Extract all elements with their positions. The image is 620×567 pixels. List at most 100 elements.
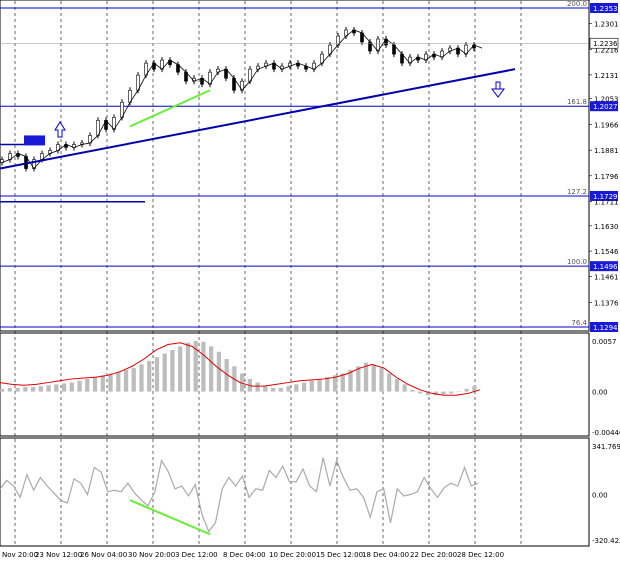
macd-bar-27 [209, 346, 214, 392]
macd-bar-8 [61, 383, 67, 392]
macd-bar-7 [54, 384, 59, 392]
vertical-gridlines [14, 1, 522, 545]
macd-bar-31 [240, 373, 245, 392]
x-tick-label-1: 23 Nov 12:00 [35, 551, 82, 559]
fib-price-tag-text-1: 1.2027 [593, 103, 618, 111]
price-tick-label-11: 1.1376 [594, 299, 619, 307]
price-series [0, 26, 483, 172]
price-tick-label-9: 1.1546 [594, 248, 619, 256]
macd-bar-38 [294, 384, 299, 392]
macd-bar-52 [402, 384, 407, 392]
annotations [0, 68, 516, 203]
macd-series [0, 340, 481, 396]
macd-bar-50 [387, 373, 392, 392]
macd-bar-35 [270, 387, 276, 392]
macd-bar-37 [286, 386, 291, 392]
x-tick-label-10: 28 Dec 12:00 [457, 551, 504, 559]
macd-bar-15 [116, 371, 121, 392]
macd-bar-17 [131, 368, 136, 392]
macd-axis: 0.0057 0.00 -0.00446 [592, 338, 620, 437]
cci-series [0, 457, 479, 536]
price-panel-frame [0, 0, 590, 332]
macd-bar-4 [30, 387, 36, 392]
fib-price-tag-1 [590, 101, 618, 112]
macd-bar-3 [23, 387, 28, 392]
macd-bar-20 [154, 357, 160, 392]
macd-bar-34 [263, 386, 268, 392]
panel-frames [0, 0, 590, 547]
x-tick-label-7: 15 Dec 12:00 [316, 551, 363, 559]
fibonacci-levels: 200.01.2353161.81.2027127.21.1729100.01.… [0, 0, 618, 332]
cci-tick-label-0: 341.7693 [592, 443, 620, 451]
highlight-box [24, 135, 45, 146]
macd-bar-29 [224, 359, 229, 392]
macd-bar-55 [425, 391, 431, 396]
cci-divergence-line [129, 499, 211, 536]
fib-level-label-4: 76.4 [571, 319, 587, 327]
fib-level-label-1: 161.8 [567, 98, 587, 106]
macd-tick-label-0: 0.0057 [592, 338, 617, 346]
fib-price-tag-2 [590, 190, 618, 201]
price-tick-label-10: 1.1461 [594, 274, 619, 282]
x-tick-label-5: 8 Dec 04:00 [223, 551, 266, 559]
macd-bar-10 [77, 380, 82, 392]
macd-bar-46 [356, 366, 361, 392]
macd-bar-22 [170, 349, 175, 392]
cci-tick-label-1: 0.00 [592, 492, 608, 500]
macd-bar-0 [0, 388, 5, 392]
x-tick-label-9: 22 Dec 20:00 [410, 551, 457, 559]
macd-tick-label-2: -0.00446 [592, 429, 620, 437]
macd-bar-53 [410, 389, 415, 392]
macd-bar-44 [340, 373, 345, 392]
macd-bar-42 [325, 377, 330, 392]
fib-price-tag-4 [590, 322, 618, 332]
macd-bar-41 [317, 378, 322, 392]
price-candle-body-0 [0, 159, 4, 163]
fib-price-tag-text-3: 1.1496 [593, 263, 618, 271]
macd-tick-label-1: 0.00 [592, 389, 608, 397]
macd-bar-5 [38, 386, 43, 392]
x-tick-label-8: 18 Dec 04:00 [362, 551, 409, 559]
macd-bar-48 [371, 364, 376, 392]
macd-bar-9 [69, 382, 74, 392]
macd-bar-28 [216, 351, 222, 392]
fib-price-tag-text-4: 1.1294 [593, 324, 618, 332]
macd-bar-21 [162, 353, 167, 392]
macd-bar-16 [123, 369, 129, 392]
macd-bar-59 [456, 391, 462, 393]
macd-bar-24 [185, 342, 191, 392]
current-price-tag [589, 37, 619, 49]
macd-bar-47 [363, 362, 369, 392]
x-tick-label-4: 3 Dec 12:00 [175, 551, 218, 559]
macd-bar-13 [100, 375, 105, 392]
price-tick-label-6: 1.1796 [594, 173, 619, 181]
macd-bar-19 [147, 360, 152, 392]
macd-bar-6 [46, 385, 51, 392]
macd-bar-11 [85, 378, 90, 392]
macd-bar-2 [15, 387, 20, 392]
macd-bar-57 [441, 391, 446, 395]
macd-bar-26 [201, 341, 206, 392]
price-close-line [1, 29, 483, 170]
price-tick-label-4: 1.1966 [594, 122, 619, 130]
price-tick-label-3: 1.2053 [594, 95, 619, 103]
fib-level-label-2: 127.2 [567, 188, 587, 196]
x-tick-label-2: 26 Nov 04:00 [80, 551, 127, 559]
macd-bar-12 [92, 377, 98, 392]
macd-bar-14 [108, 373, 113, 392]
price-tick-label-8: 1.1630 [594, 223, 619, 231]
macd-bar-18 [139, 364, 144, 392]
support-trend-line [0, 68, 516, 170]
cci-tick-label-2: -320.422 [592, 537, 620, 545]
macd-bar-49 [379, 368, 384, 392]
macd-bar-60 [464, 388, 469, 392]
macd-bar-25 [193, 340, 198, 392]
cci-axis: 341.7693 0.00 -320.422 [592, 443, 620, 545]
price-tick-label-1: 1.2216 [594, 46, 619, 54]
fib-level-label-3: 100.0 [567, 258, 587, 266]
fib-price-tag-text-2: 1.1729 [593, 193, 618, 201]
fib-price-tag-0 [590, 3, 618, 13]
